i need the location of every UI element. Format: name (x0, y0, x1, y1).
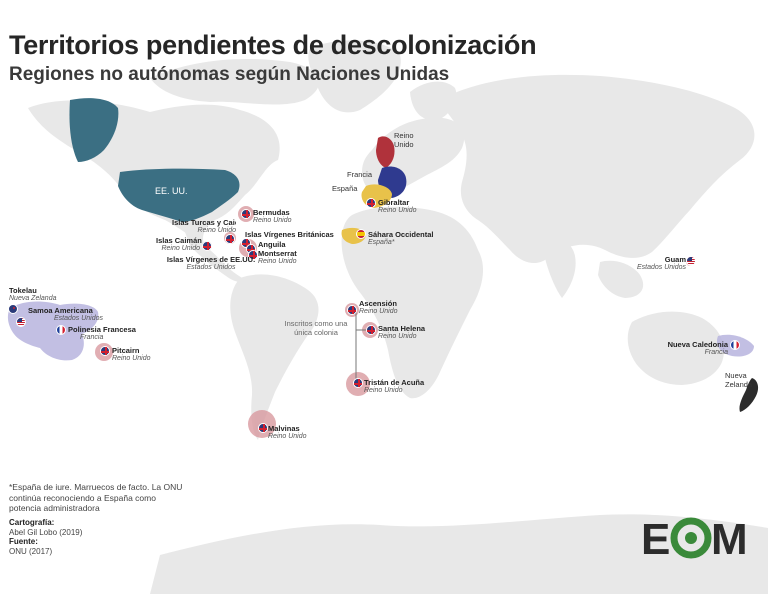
flag-turks-icon (225, 234, 235, 244)
land-asia (440, 74, 755, 264)
label-uk: Reino Unido (394, 131, 414, 149)
flag-montserrat-icon (248, 250, 258, 260)
zone-pacific (7, 301, 99, 361)
flag-bermudas-icon (241, 209, 251, 219)
label-usa: EE. UU. (155, 186, 188, 196)
label-france: Francia (347, 170, 373, 179)
credits: Cartografía: Abel Gil Lobo (2019) Fuente… (9, 518, 82, 556)
label-bvi: Islas Vírgenes Británicas (245, 230, 334, 239)
land-africa (341, 206, 484, 399)
label-polinesia: Polinesia Francesa Francia (68, 325, 136, 342)
flag-ascension-icon (347, 305, 357, 315)
flag-tristan-icon (353, 378, 363, 388)
credits-source-value: ONU (2017) (9, 546, 53, 556)
svg-text:M: M (711, 515, 748, 560)
label-nz: Nueva Zelanda (725, 371, 753, 389)
credits-source-label: Fuente: (9, 537, 38, 547)
flag-gibraltar-icon (366, 198, 376, 208)
map-title: Territorios pendientes de descolonizació… (9, 30, 537, 60)
label-caiman: Islas Caimán Reino Unido (156, 236, 202, 253)
power-usa-alaska (69, 98, 119, 162)
flag-santa-helena-icon (366, 325, 376, 335)
annotation-single-colony: Inscritos como una única colonia (284, 319, 348, 337)
footnote: *España de iure. Marruecos de facto. La … (9, 482, 183, 514)
label-usvi: Islas Vírgenes de EE.UU. Estados Unidos (166, 255, 256, 272)
label-anguila: Anguila (258, 240, 286, 249)
land-india (543, 237, 576, 298)
flag-polinesia-icon (56, 325, 66, 335)
power-usa-mainland (118, 168, 240, 222)
svg-text:E: E (641, 515, 670, 560)
land-canada-north (150, 58, 320, 105)
label-gibraltar: Gibraltar Reino Unido (378, 198, 417, 215)
land-greenland (308, 40, 401, 113)
flag-new-caledonia-icon (730, 340, 740, 350)
label-tristan: Tristán de Acuña Reino Unido (364, 378, 425, 395)
flag-samoa-icon (16, 317, 26, 327)
label-ascension: Ascensión Reino Unido (359, 299, 398, 316)
map-subtitle: Regiones no autónomas según Naciones Uni… (9, 64, 450, 85)
label-guam: Guam Estados Unidos (636, 255, 686, 272)
flag-pitcairn-icon (100, 346, 110, 356)
flag-guam-icon (686, 256, 696, 266)
label-malvinas: Malvinas Reino Unido (268, 424, 307, 441)
credits-cartography-label: Cartografía: (9, 518, 55, 527)
eom-logo: E M (641, 514, 761, 560)
label-spain: España (332, 184, 358, 193)
flag-sahara-icon (356, 229, 366, 239)
flag-caiman-icon (202, 241, 212, 251)
land-se-asia (598, 260, 644, 298)
label-tokelau: Tokelau Nueva Zelanda (9, 286, 57, 303)
label-sahara: Sáhara Occidental España* (368, 230, 434, 247)
label-new-caledonia: Nueva Caledonia Francia (667, 340, 728, 357)
label-santa-helena: Santa Helena Reino Unido (378, 324, 426, 341)
label-montserrat: Montserrat Reino Unido (258, 249, 297, 266)
label-bermudas: Bermudas Reino Unido (253, 208, 292, 225)
label-pitcairn: Pitcairn Reino Unido (112, 346, 151, 363)
power-uk (376, 136, 395, 168)
land-antarctica (150, 514, 768, 594)
label-turks: Islas Turcas y CaicosReino Unido (172, 219, 236, 235)
flag-malvinas-icon (258, 423, 268, 433)
land-south-america (230, 274, 319, 440)
land-australia (627, 311, 724, 385)
credits-cartography-value: Abel Gil Lobo (2019) (9, 527, 83, 537)
land-scandinavia (410, 81, 457, 121)
eom-logo-mark: E M (641, 515, 748, 560)
power-new-zealand (739, 378, 759, 412)
label-samoa: Samoa Americana Estados Unidos (28, 306, 104, 323)
flag-tokelau-icon (8, 304, 18, 314)
land-central-america (185, 232, 246, 283)
